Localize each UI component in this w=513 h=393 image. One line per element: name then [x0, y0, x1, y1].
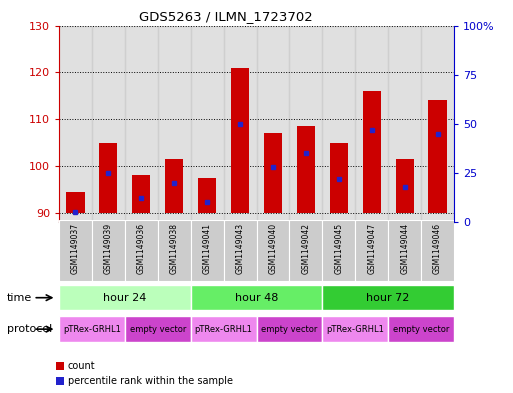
- Text: protocol: protocol: [7, 324, 52, 334]
- Bar: [132, 175, 150, 213]
- Text: GSM1149044: GSM1149044: [400, 223, 409, 274]
- Bar: [388, 220, 421, 281]
- Bar: [224, 220, 256, 281]
- Bar: [125, 316, 191, 342]
- Text: hour 72: hour 72: [366, 293, 410, 303]
- Bar: [256, 26, 289, 222]
- Text: hour 24: hour 24: [103, 293, 147, 303]
- Bar: [92, 220, 125, 281]
- Text: GSM1149036: GSM1149036: [137, 223, 146, 274]
- Bar: [125, 26, 157, 222]
- Bar: [66, 192, 85, 213]
- Text: time: time: [7, 292, 32, 303]
- Text: pTRex-GRHL1: pTRex-GRHL1: [63, 325, 121, 334]
- Text: hour 48: hour 48: [235, 293, 278, 303]
- Legend: count, percentile rank within the sample: count, percentile rank within the sample: [56, 361, 233, 386]
- Bar: [322, 26, 355, 222]
- Bar: [59, 26, 92, 222]
- Bar: [198, 178, 216, 213]
- Text: GSM1149045: GSM1149045: [334, 223, 343, 274]
- Text: empty vector: empty vector: [393, 325, 449, 334]
- Bar: [330, 143, 348, 213]
- Bar: [165, 159, 183, 213]
- Bar: [322, 220, 355, 281]
- Bar: [421, 220, 454, 281]
- Bar: [256, 220, 289, 281]
- Bar: [289, 220, 322, 281]
- Bar: [59, 316, 125, 342]
- Bar: [59, 285, 191, 310]
- Bar: [92, 26, 125, 222]
- Text: GSM1149041: GSM1149041: [203, 223, 212, 274]
- Text: GSM1149040: GSM1149040: [268, 223, 278, 274]
- Text: GSM1149039: GSM1149039: [104, 223, 113, 274]
- Bar: [157, 26, 191, 222]
- Text: GSM1149042: GSM1149042: [301, 223, 310, 274]
- Bar: [125, 220, 158, 281]
- Bar: [256, 316, 322, 342]
- Bar: [428, 100, 447, 213]
- Bar: [289, 26, 322, 222]
- Text: GSM1149043: GSM1149043: [235, 223, 245, 274]
- Text: GSM1149037: GSM1149037: [71, 223, 80, 274]
- Text: pTRex-GRHL1: pTRex-GRHL1: [326, 325, 384, 334]
- Bar: [322, 316, 388, 342]
- Bar: [191, 220, 224, 281]
- Bar: [158, 220, 191, 281]
- Bar: [363, 91, 381, 213]
- Bar: [100, 143, 117, 213]
- Bar: [191, 316, 256, 342]
- Bar: [355, 26, 388, 222]
- Bar: [388, 26, 421, 222]
- Text: GSM1149047: GSM1149047: [367, 223, 376, 274]
- Bar: [355, 220, 388, 281]
- Text: GSM1149038: GSM1149038: [170, 223, 179, 274]
- Text: empty vector: empty vector: [130, 325, 186, 334]
- Bar: [322, 285, 454, 310]
- Bar: [396, 159, 413, 213]
- Text: pTRex-GRHL1: pTRex-GRHL1: [194, 325, 252, 334]
- Bar: [191, 285, 322, 310]
- Bar: [224, 26, 256, 222]
- Bar: [59, 220, 92, 281]
- Bar: [297, 126, 315, 213]
- Text: GSM1149046: GSM1149046: [433, 223, 442, 274]
- Text: empty vector: empty vector: [261, 325, 318, 334]
- Bar: [388, 316, 454, 342]
- Text: GDS5263 / ILMN_1723702: GDS5263 / ILMN_1723702: [139, 10, 312, 23]
- Bar: [264, 133, 282, 213]
- Bar: [421, 26, 454, 222]
- Bar: [191, 26, 224, 222]
- Bar: [231, 68, 249, 213]
